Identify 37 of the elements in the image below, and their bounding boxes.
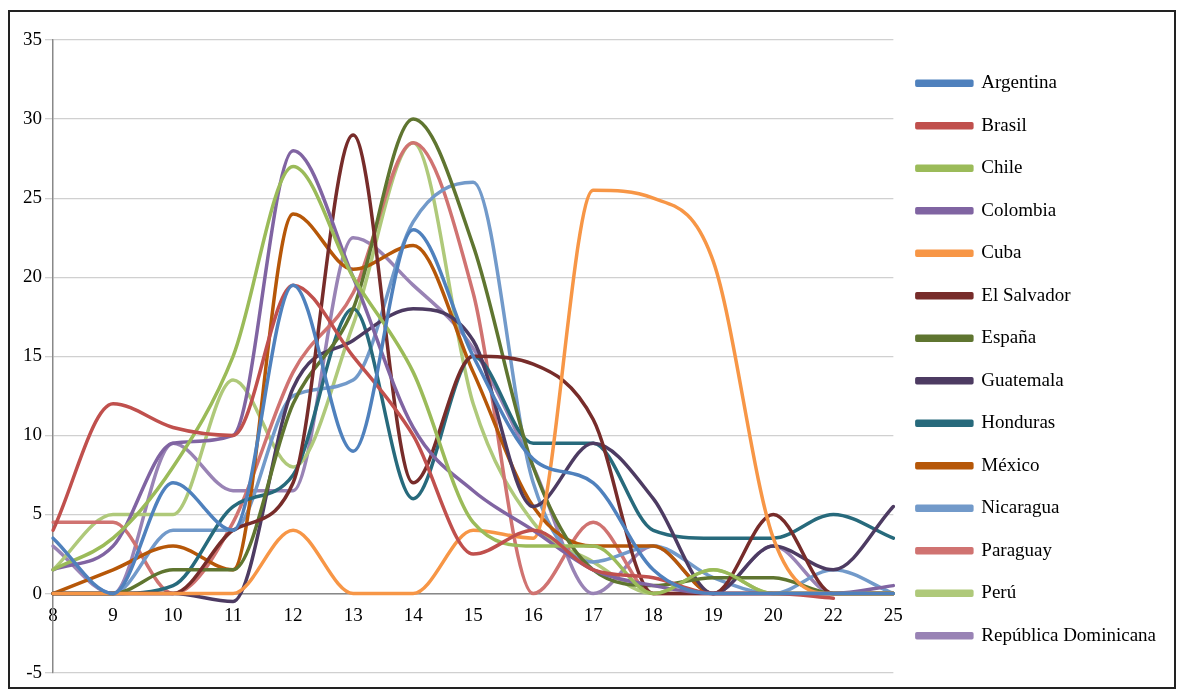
legend-label: Nicaragua bbox=[981, 496, 1060, 518]
x-tick-label: 15 bbox=[463, 603, 483, 625]
x-tick-label: 16 bbox=[523, 603, 543, 625]
x-tick-label: 10 bbox=[163, 603, 183, 625]
y-tick-label: 20 bbox=[23, 265, 42, 287]
y-tick-label: 10 bbox=[23, 423, 42, 445]
legend-label: Argentina bbox=[981, 71, 1058, 93]
legend-label: Colombia bbox=[981, 198, 1057, 220]
y-tick-label: 30 bbox=[23, 107, 42, 129]
legend-label: Perú bbox=[981, 581, 1017, 603]
legend-label: El Salvador bbox=[981, 283, 1072, 305]
x-tick-label: 17 bbox=[583, 603, 603, 625]
x-tick-label: 14 bbox=[403, 603, 424, 625]
x-tick-label: 18 bbox=[643, 603, 663, 625]
x-tick-label: 22 bbox=[823, 603, 843, 625]
legend-label: Honduras bbox=[981, 411, 1056, 433]
legend-label: Paraguay bbox=[981, 538, 1053, 560]
y-tick-label: 35 bbox=[23, 27, 42, 49]
x-tick-label: 9 bbox=[108, 603, 118, 625]
legend-label: Cuba bbox=[981, 241, 1023, 263]
legend-label: Chile bbox=[981, 156, 1023, 178]
x-tick-label: 12 bbox=[283, 603, 303, 625]
x-tick-label: 19 bbox=[703, 603, 723, 625]
x-tick-label: 11 bbox=[223, 603, 243, 625]
y-tick-label: 5 bbox=[32, 502, 42, 524]
x-tick-label: 13 bbox=[343, 603, 363, 625]
x-tick-label: 20 bbox=[763, 603, 783, 625]
legend-label: Brasil bbox=[981, 113, 1027, 135]
legend-label: República Dominicana bbox=[981, 623, 1157, 645]
y-tick-label: 15 bbox=[23, 344, 42, 366]
y-tick-label: -5 bbox=[26, 660, 42, 682]
legend-label: México bbox=[981, 453, 1040, 475]
y-tick-label: 25 bbox=[23, 186, 42, 208]
x-tick-label: 25 bbox=[883, 603, 903, 625]
legend-label: Guatemala bbox=[981, 368, 1065, 390]
legend-label: España bbox=[981, 326, 1037, 348]
y-tick-label: 0 bbox=[32, 581, 42, 603]
